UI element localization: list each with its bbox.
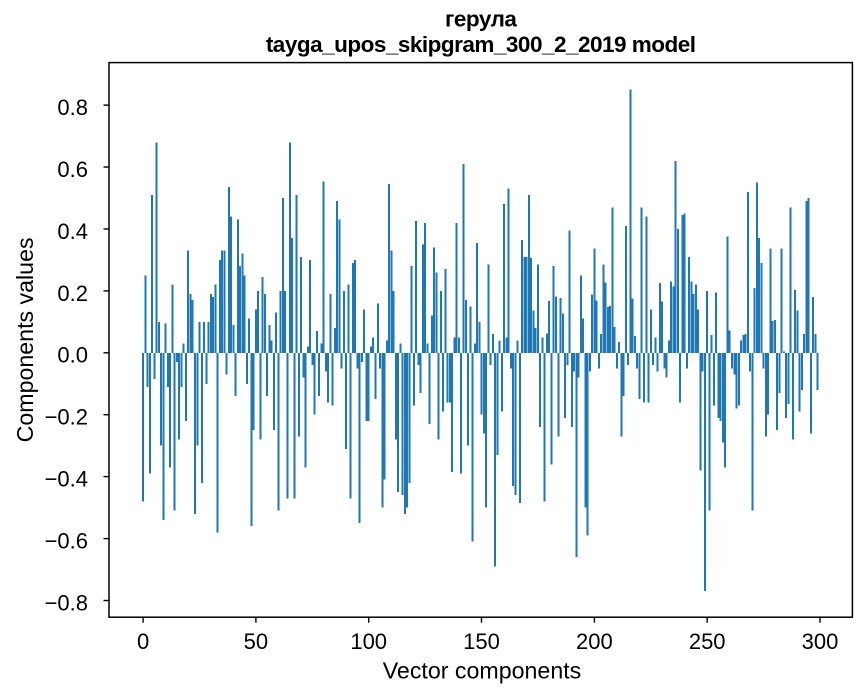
svg-text:100: 100 — [350, 629, 387, 654]
svg-text:0.2: 0.2 — [57, 281, 88, 306]
svg-text:−0.8: −0.8 — [45, 590, 88, 615]
svg-text:150: 150 — [463, 629, 500, 654]
svg-text:герула: герула — [445, 7, 517, 32]
svg-text:Components values: Components values — [12, 237, 38, 442]
svg-text:0.8: 0.8 — [57, 95, 88, 120]
svg-text:300: 300 — [802, 629, 839, 654]
svg-text:200: 200 — [576, 629, 613, 654]
svg-text:0.4: 0.4 — [57, 219, 88, 244]
svg-text:0.0: 0.0 — [57, 343, 88, 368]
svg-text:tayga_upos_skipgram_300_2_2019: tayga_upos_skipgram_300_2_2019 model — [266, 32, 696, 57]
svg-text:−0.4: −0.4 — [45, 467, 88, 492]
svg-text:0.6: 0.6 — [57, 157, 88, 182]
svg-text:−0.6: −0.6 — [45, 529, 88, 554]
svg-text:−0.2: −0.2 — [45, 405, 88, 430]
svg-text:0: 0 — [137, 629, 149, 654]
svg-text:50: 50 — [244, 629, 268, 654]
svg-text:250: 250 — [689, 629, 726, 654]
svg-text:Vector components: Vector components — [383, 658, 582, 684]
